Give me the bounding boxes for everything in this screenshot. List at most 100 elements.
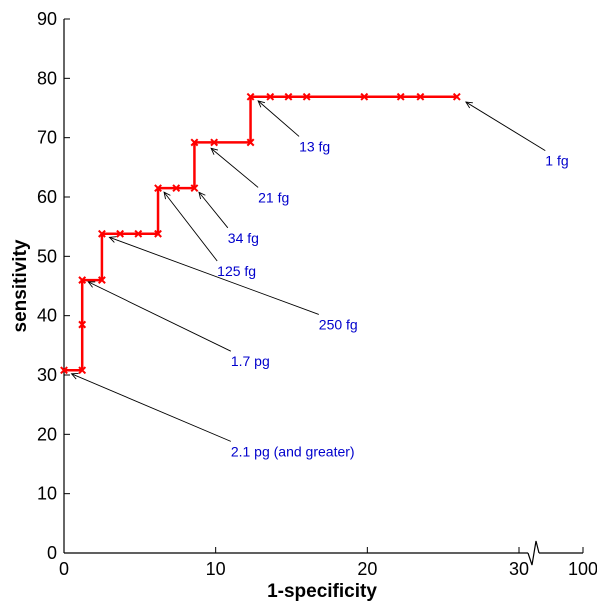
point-marker-stroke (360, 92, 369, 101)
point-marker-stroke (416, 92, 425, 101)
annotation-label: 34 fg (228, 230, 259, 246)
roc-point (78, 320, 87, 329)
x-tick-label: 0 (59, 559, 69, 579)
point-marker-stroke (266, 92, 275, 101)
chart-axes: 0 10 20 30 40 50 60 70 80 90 0 10 20 30 100 (37, 9, 597, 579)
point-marker-stroke (210, 138, 219, 147)
point-marker-stroke (98, 229, 106, 238)
roc-point (116, 229, 125, 238)
annotation-arrowhead (257, 100, 266, 108)
y-tick-label: 20 (37, 424, 57, 444)
roc-point (154, 229, 162, 238)
annotation: 2.1 pg (and greater) (70, 373, 355, 459)
roc-point (452, 92, 461, 101)
point-marker-stroke (154, 184, 162, 193)
x-axis-break-mark (527, 540, 540, 566)
annotation: 250 fg (108, 236, 358, 332)
x-tick-label: 20 (357, 559, 377, 579)
roc-point (98, 229, 106, 238)
roc-point (210, 138, 219, 147)
point-marker-stroke (190, 184, 199, 193)
roc-point (284, 92, 293, 101)
annotation-label: 2.1 pg (and greater) (231, 443, 355, 459)
annotation-arrow-line (257, 100, 300, 137)
annotation-label: 13 fg (299, 138, 330, 154)
point-marker-stroke (78, 320, 87, 329)
x-tick-label: 100 (568, 559, 597, 579)
point-marker-stroke (154, 229, 162, 238)
x-axis-title: 1-specificity (267, 581, 377, 602)
point-marker-stroke (302, 92, 311, 101)
annotation-label: 1.7 pg (231, 353, 270, 369)
point-marker-stroke (134, 229, 143, 238)
annotation-arrowhead (108, 236, 117, 243)
annotation-label: 125 fg (217, 263, 256, 279)
y-axis-title: sensitivity (10, 239, 31, 332)
roc-point (302, 92, 311, 101)
annotation: 13 fg (257, 100, 330, 154)
point-marker-stroke (246, 92, 255, 101)
point-marker-stroke (396, 92, 405, 101)
roc-line (64, 95, 457, 372)
roc-point (190, 184, 199, 193)
annotation-label: 250 fg (319, 316, 358, 332)
annotation-arrow-line (465, 101, 546, 152)
annotation-arrowhead (198, 191, 206, 200)
point-marker-stroke (452, 92, 461, 101)
y-tick-label: 10 (37, 484, 57, 504)
annotation-arrowhead (210, 147, 219, 155)
annotation: 21 fg (210, 147, 289, 205)
annotation-arrow-line (198, 191, 229, 229)
point-marker-stroke (284, 92, 293, 101)
roc-point (246, 92, 255, 101)
annotation-arrowhead (163, 191, 171, 200)
point-marker-stroke (190, 138, 199, 147)
y-tick-label: 70 (37, 128, 57, 148)
x-tick-label: 30 (509, 559, 529, 579)
roc-point (134, 229, 143, 238)
roc-point (78, 366, 87, 375)
chart-annotations: 2.1 pg (and greater) 1.7 pg 250 fg 125 fg 34… (70, 100, 569, 459)
y-tick-label: 90 (37, 9, 57, 29)
annotation: 125 fg (163, 191, 256, 279)
point-marker-stroke (98, 276, 106, 284)
point-marker-stroke (78, 276, 87, 284)
annotation-arrowhead (465, 101, 473, 109)
roc-point (154, 184, 162, 193)
y-tick-label: 80 (37, 68, 57, 88)
y-tick-label: 40 (37, 306, 57, 326)
annotation-arrow-line (163, 191, 218, 262)
y-tick-label: 60 (37, 187, 57, 207)
annotation-arrow-line (109, 236, 319, 315)
annotation-arrowhead (70, 373, 79, 380)
roc-point (360, 92, 369, 101)
annotation: 34 fg (198, 191, 259, 246)
roc-point (60, 366, 68, 375)
annotation-label: 21 fg (258, 189, 289, 205)
point-marker-stroke (172, 184, 181, 193)
x-tick-label: 10 (206, 559, 226, 579)
annotation-label: 1 fg (545, 153, 568, 169)
roc-point (190, 138, 199, 147)
annotation-arrow-line (88, 281, 232, 352)
roc-point (98, 276, 106, 284)
annotation-arrowhead (87, 281, 96, 288)
roc-point (266, 92, 275, 101)
y-tick-label: 30 (37, 365, 57, 385)
roc-point (396, 92, 405, 101)
roc-series (60, 92, 461, 375)
roc-point (246, 138, 255, 147)
annotation-arrow-line (210, 148, 259, 188)
point-marker-stroke (246, 138, 255, 147)
y-tick-label: 0 (47, 543, 57, 563)
roc-point (78, 276, 87, 284)
annotation: 1.7 pg (87, 281, 270, 369)
annotation: 1 fg (465, 101, 569, 169)
y-tick-label: 50 (37, 246, 57, 266)
roc-point (416, 92, 425, 101)
roc-point (172, 184, 181, 193)
point-marker-stroke (116, 229, 125, 238)
point-marker-stroke (60, 366, 68, 375)
point-marker-stroke (78, 366, 87, 375)
